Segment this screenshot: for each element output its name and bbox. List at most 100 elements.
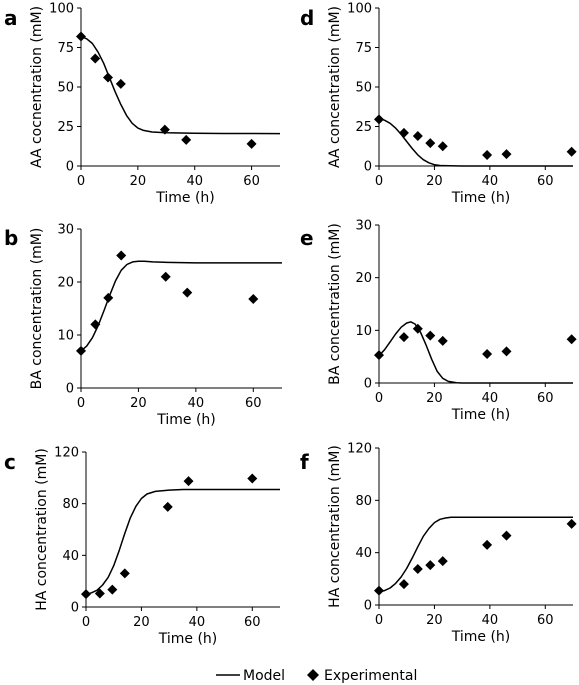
- experimental-point: [181, 134, 192, 145]
- x-tick-label: 0: [375, 174, 383, 189]
- x-tick-label: 20: [426, 174, 443, 189]
- experimental-point: [182, 287, 193, 298]
- experimental-point: [94, 588, 105, 599]
- x-tick-label: 60: [537, 391, 554, 406]
- experimental-point: [437, 141, 448, 152]
- y-tick-label: 20: [57, 276, 74, 291]
- x-axis-label: Time (h): [451, 190, 511, 206]
- experimental-point: [246, 138, 257, 149]
- experimental-point: [501, 530, 512, 541]
- panel-letter: d: [300, 6, 314, 30]
- experimental-point: [398, 127, 409, 138]
- y-tick-label: 0: [364, 599, 372, 614]
- x-tick-label: 0: [375, 613, 383, 628]
- legend-experimental-label: Experimental: [324, 668, 417, 684]
- x-tick-label: 20: [133, 615, 150, 630]
- model-line: [85, 488, 280, 595]
- experimental-point: [103, 72, 114, 83]
- y-tick-label: 0: [364, 377, 372, 392]
- y-tick-label: 40: [62, 549, 79, 564]
- x-tick-label: 20: [130, 174, 147, 189]
- experimental-point: [374, 114, 384, 125]
- y-axis-label: AA cocnentration (mM): [29, 6, 45, 168]
- y-tick-label: 25: [57, 120, 74, 135]
- y-tick-label: 30: [355, 219, 372, 234]
- model-line: [378, 516, 573, 593]
- experimental-point: [566, 518, 577, 529]
- x-tick-label: 40: [189, 615, 206, 630]
- y-tick-label: 0: [66, 160, 74, 175]
- panel-d: d 0 25 50 75 100 0 20 40 60 Time (h) AA concentrati…: [300, 2, 577, 206]
- y-tick-label: 0: [364, 160, 372, 175]
- x-tick-label: 60: [537, 613, 554, 628]
- panel-letter: b: [4, 226, 18, 250]
- experimental-point: [374, 585, 384, 596]
- experimental-point: [425, 138, 436, 149]
- legend: Model Experimental: [216, 668, 417, 684]
- y-axis-label: HA concentration (mM): [34, 448, 50, 611]
- experimental-point: [115, 78, 126, 89]
- y-tick-label: 10: [355, 324, 372, 339]
- experimental-point: [247, 473, 258, 484]
- y-tick-label: 75: [57, 41, 74, 56]
- panel-c: c 0 40 80 120 0 20 40 60 Time (h) HA concentration…: [4, 446, 280, 647]
- y-tick-label: 25: [355, 120, 372, 135]
- experimental-point: [425, 330, 436, 341]
- y-tick-label: 40: [355, 546, 372, 561]
- experimental-point: [501, 149, 512, 160]
- x-tick-label: 40: [482, 391, 499, 406]
- x-tick-label: 0: [77, 174, 85, 189]
- experimental-point: [398, 332, 409, 343]
- experimental-point: [482, 349, 493, 360]
- experimental-point: [81, 589, 91, 600]
- experimental-point: [116, 250, 127, 261]
- experimental-point: [566, 334, 577, 345]
- experimental-point: [437, 556, 448, 567]
- x-tick-label: 0: [375, 391, 383, 406]
- y-tick-label: 100: [49, 2, 74, 17]
- experimental-point: [183, 476, 194, 487]
- y-tick-label: 80: [62, 497, 79, 512]
- experimental-point: [76, 345, 86, 356]
- panel-b: b 0 10 20 30 0 20 40 60 Time (h) BA concentration …: [4, 223, 282, 428]
- x-tick-label: 40: [186, 174, 203, 189]
- experimental-point: [482, 149, 493, 160]
- x-tick-label: 20: [426, 613, 443, 628]
- experimental-point: [425, 560, 436, 571]
- experimental-point: [248, 293, 259, 304]
- experimental-point: [90, 319, 101, 330]
- experimental-point: [162, 501, 173, 512]
- experimental-point: [412, 564, 423, 575]
- x-tick-label: 40: [188, 396, 205, 411]
- panel-f: f 0 40 80 120 0 20 40 60 Time (h) HA concentration…: [300, 442, 577, 645]
- panel-letter: e: [300, 226, 314, 250]
- x-tick-label: 60: [537, 174, 554, 189]
- legend-experimental-marker: [307, 669, 319, 681]
- panel-letter: a: [4, 6, 18, 30]
- panel-e: e 0 10 20 30 0 20 40 60 Time (h) BA concentration …: [300, 219, 577, 423]
- x-axis-label: Time (h): [155, 190, 215, 206]
- experimental-point: [482, 539, 493, 550]
- y-tick-label: 50: [57, 81, 74, 96]
- experimental-point: [374, 350, 384, 361]
- x-tick-label: 60: [244, 615, 261, 630]
- experimental-point: [566, 146, 577, 157]
- x-tick-label: 20: [426, 391, 443, 406]
- experimental-point: [160, 271, 171, 282]
- x-tick-label: 20: [130, 396, 147, 411]
- experimental-point: [159, 124, 170, 135]
- model-line: [378, 117, 573, 167]
- y-tick-label: 0: [71, 601, 79, 616]
- panel-a: a 0 25 50 75 100 0 20 40 60 Time (h) AA cocnentrati…: [4, 2, 281, 206]
- experimental-point: [76, 31, 86, 42]
- x-tick-label: 0: [82, 615, 90, 630]
- x-axis-label: Time (h): [158, 631, 218, 647]
- experimental-point: [437, 335, 448, 346]
- experimental-point: [119, 568, 130, 579]
- y-axis-label: BA concentration (mM): [327, 223, 343, 385]
- x-tick-label: 60: [243, 174, 260, 189]
- y-tick-label: 0: [66, 382, 74, 397]
- y-tick-label: 120: [347, 442, 372, 457]
